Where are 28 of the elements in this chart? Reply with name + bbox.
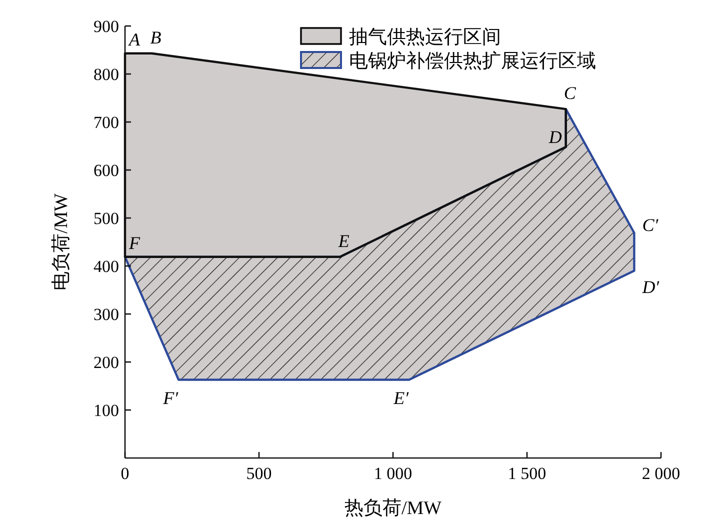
y-tick-label: 900 [94,17,119,36]
x-tick-label: 0 [120,464,130,483]
y-tick-label: 300 [94,305,119,324]
annotation: C [564,83,577,104]
annotation: A [128,29,141,50]
x-axis-title: 热负荷/MW [344,498,442,519]
x-tick-label: 2 000 [642,464,680,483]
legend-label: 电锅炉补偿供热扩展运行区域 [349,50,596,72]
y-tick-label: 200 [94,353,119,372]
legend-label: 抽气供热运行区间 [349,27,501,48]
y-tick-label: 600 [94,161,119,180]
y-axis-title: 电负荷/MW [51,193,72,291]
annotation: B [150,27,162,48]
y-tick-label: 400 [94,257,119,276]
x-tick-label: 500 [246,464,272,483]
y-tick-label: 800 [94,65,119,84]
annotation: D [548,126,562,147]
annotation: E [337,230,350,251]
annotation: F′ [162,388,180,408]
annotation: D′ [641,276,660,297]
annotation: C′ [642,214,660,235]
x-tick-label: 1 000 [374,464,412,483]
y-tick-label: 500 [94,209,119,228]
y-tick-label: 100 [94,401,119,420]
x-tick-label: 1 500 [508,464,546,483]
y-tick-label: 700 [94,113,119,132]
annotation: E′ [392,388,410,408]
annotation: F [128,232,141,253]
